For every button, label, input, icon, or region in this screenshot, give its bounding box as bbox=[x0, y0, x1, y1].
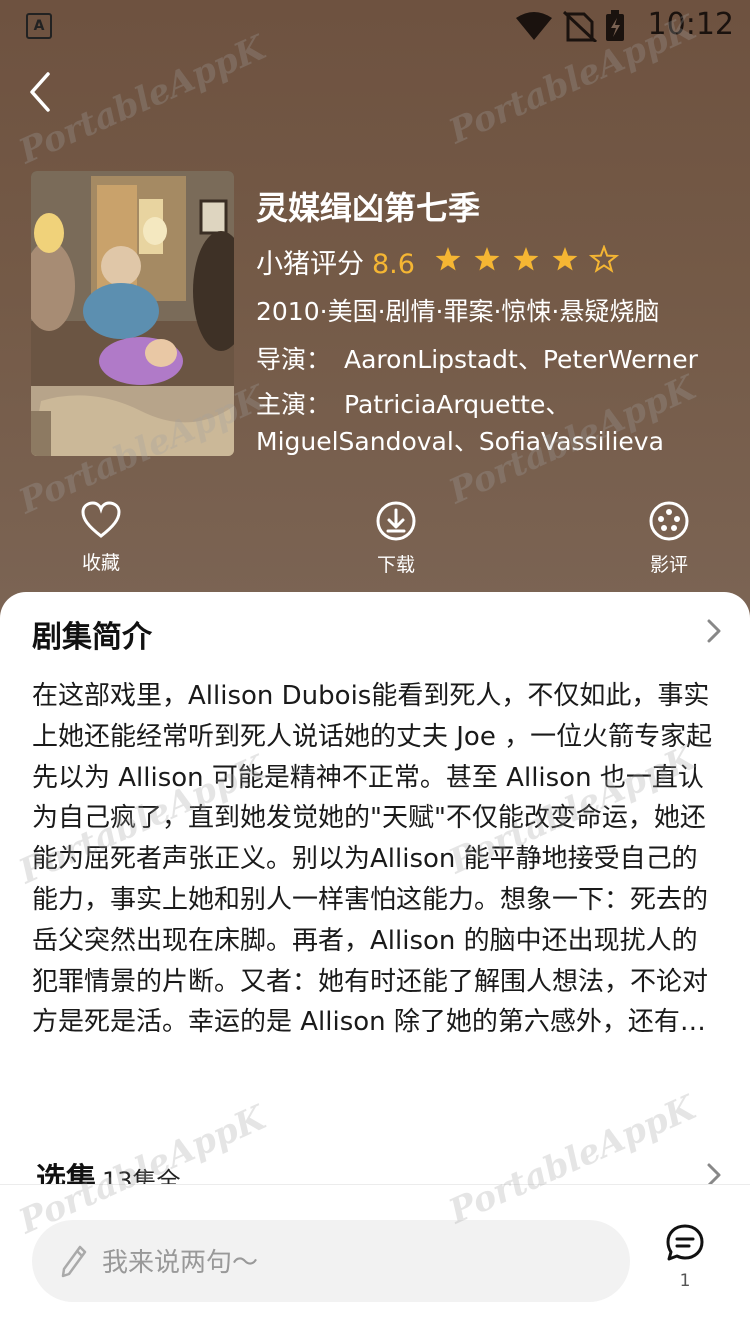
director-names: AaronLipstadt、PeterWerner bbox=[344, 345, 698, 374]
comment-placeholder: 我来说两句～ bbox=[102, 1248, 259, 1278]
rating-score: 8.6 bbox=[372, 249, 415, 280]
star-filled-icon bbox=[435, 247, 460, 271]
battery-icon bbox=[606, 10, 624, 41]
no-sim-icon bbox=[562, 10, 598, 42]
comment-count: 1 bbox=[679, 1271, 691, 1291]
system-status-icons bbox=[516, 10, 624, 42]
star-filled-icon bbox=[513, 247, 538, 271]
favorite-button[interactable]: 收藏 bbox=[41, 500, 161, 575]
film-reel-icon bbox=[649, 501, 689, 541]
review-label: 影评 bbox=[649, 554, 688, 576]
download-icon bbox=[376, 501, 416, 541]
cast-row: 主演： PatriciaArquette、 MiguelSandoval、Sofi… bbox=[256, 386, 736, 460]
star-filled-icon bbox=[552, 247, 577, 271]
show-info: 灵媒缉凶第七季 小猪评分 8.6 2010·美国·剧情·罪案·惊悚·悬疑烧脑 导演… bbox=[256, 186, 736, 456]
pencil-icon bbox=[61, 1245, 87, 1278]
comment-bubble-icon bbox=[666, 1224, 704, 1261]
review-button[interactable]: 影评 bbox=[609, 500, 729, 577]
director-label: 导演： bbox=[256, 345, 332, 374]
favorite-label: 收藏 bbox=[81, 552, 120, 574]
comment-bar: 我来说两句～ 1 bbox=[0, 1184, 750, 1335]
star-rating bbox=[435, 245, 619, 273]
star-filled-icon bbox=[474, 247, 499, 271]
synopsis-text[interactable]: 在这部戏里，Allison Dubois能看到死人，不仅如此，事实上她还能经常听… bbox=[32, 681, 713, 1038]
episodes-chevron-right-icon[interactable] bbox=[706, 1162, 722, 1188]
cast-names-line1: PatriciaArquette、 bbox=[344, 390, 571, 419]
back-arrow-icon[interactable] bbox=[26, 68, 66, 116]
app-notification-icon: A bbox=[26, 13, 52, 39]
rating-label: 小猪评分 bbox=[256, 249, 364, 280]
show-meta: 2010·美国·剧情·罪案·惊悚·悬疑烧脑 bbox=[256, 297, 660, 326]
clock: 10:12 bbox=[647, 7, 734, 42]
chevron-right-icon[interactable] bbox=[706, 618, 722, 644]
download-button[interactable]: 下载 bbox=[336, 500, 456, 577]
star-empty-icon bbox=[588, 245, 619, 273]
poster-image[interactable] bbox=[31, 171, 234, 456]
rating-row: 小猪评分 8.6 bbox=[256, 242, 674, 281]
heart-icon bbox=[81, 501, 121, 538]
director-row: 导演： AaronLipstadt、PeterWerner bbox=[256, 340, 698, 376]
comment-input[interactable]: 我来说两句～ bbox=[32, 1220, 630, 1302]
download-label: 下载 bbox=[376, 554, 415, 576]
wifi-icon bbox=[516, 12, 552, 40]
cast-label: 主演： bbox=[256, 390, 332, 419]
comment-button[interactable]: 1 bbox=[662, 1223, 708, 1291]
show-title: 灵媒缉凶第七季 bbox=[256, 189, 481, 227]
action-bar: 收藏 下载 影评 bbox=[0, 500, 750, 580]
status-bar: A 10:12 bbox=[0, 0, 750, 50]
synopsis-title: 剧集简介 bbox=[32, 620, 152, 655]
cast-names-line2: MiguelSandoval、SofiaVassilieva bbox=[256, 427, 664, 456]
